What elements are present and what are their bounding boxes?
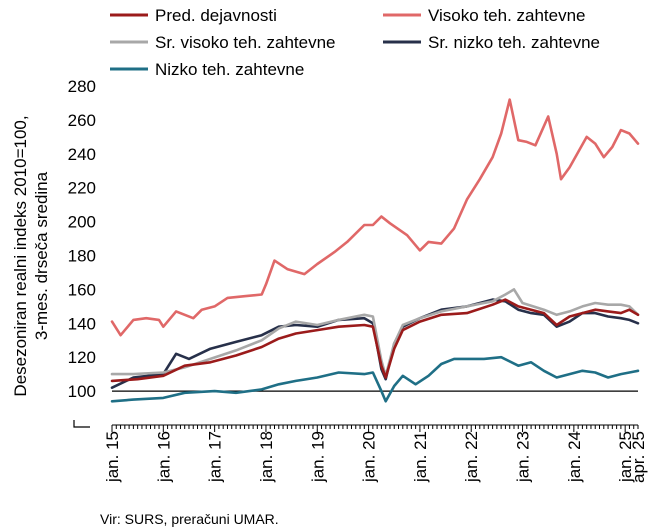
x-tick-label: jan. 24: [565, 431, 584, 483]
x-tick-label: jan. 16: [154, 431, 173, 483]
series-line-2: [110, 288, 640, 378]
legend-label: Nizko teh. zahtevne: [155, 60, 304, 79]
plot-area: [110, 98, 640, 403]
x-tick-label: jan. 15: [103, 431, 122, 483]
y-tick-label: 180: [68, 247, 96, 266]
source-note: Vir: SURS, preračuni UMAR.: [100, 511, 279, 527]
x-tick-label: jan. 20: [360, 431, 379, 483]
x-tick-label: jan. 21: [411, 431, 430, 483]
y-tick-label: 100: [68, 382, 96, 401]
x-tick-label: jan. 23: [514, 431, 533, 483]
x-tick-label: jan. 22: [462, 431, 481, 483]
y-axis-label: Desezoniran realni indeks 2010=100, 3-mes…: [11, 115, 90, 428]
legend-label: Visoko teh. zahtevne: [428, 6, 586, 25]
legend-label: Sr. visoko teh. zahtevne: [155, 33, 336, 52]
y-axis-ticks: 100 120 140 160 180 200 220 240 260 280: [68, 77, 96, 401]
x-tick-label: jan. 25: [616, 431, 635, 483]
y-tick-label: 120: [68, 348, 96, 367]
legend: Pred. dejavnosti Visoko teh. zahtevne Sr. …: [110, 6, 600, 79]
x-tick-label: apr. 25: [629, 431, 648, 483]
y-tick-label: 240: [68, 145, 96, 164]
x-tick-label: jan. 18: [257, 431, 276, 483]
legend-label: Sr. nizko teh. zahtevne: [428, 33, 600, 52]
y-tick-label: 280: [68, 77, 96, 96]
y-tick-label: 160: [68, 280, 96, 299]
y-tick-label: 220: [68, 179, 96, 198]
series-line-1: [110, 98, 640, 337]
legend-label: Pred. dejavnosti: [155, 6, 277, 25]
y-axis-label-line: 3-mes. drseča sredina: [32, 171, 51, 340]
y-tick-label: 140: [68, 314, 96, 333]
series-line-4: [110, 355, 640, 403]
axis-break-mark: [73, 420, 90, 428]
series-line-0: [110, 298, 640, 383]
x-axis: jan. 15 jan. 16 jan. 17 jan. 18 jan. 19 jan. …: [103, 424, 648, 483]
x-tick-label: jan. 19: [308, 431, 327, 483]
y-tick-label: 200: [68, 213, 96, 232]
x-tick-label: jan. 17: [206, 431, 225, 483]
y-tick-label: 260: [68, 111, 96, 130]
y-axis-label-line: Desezoniran realni indeks 2010=100,: [11, 115, 30, 396]
